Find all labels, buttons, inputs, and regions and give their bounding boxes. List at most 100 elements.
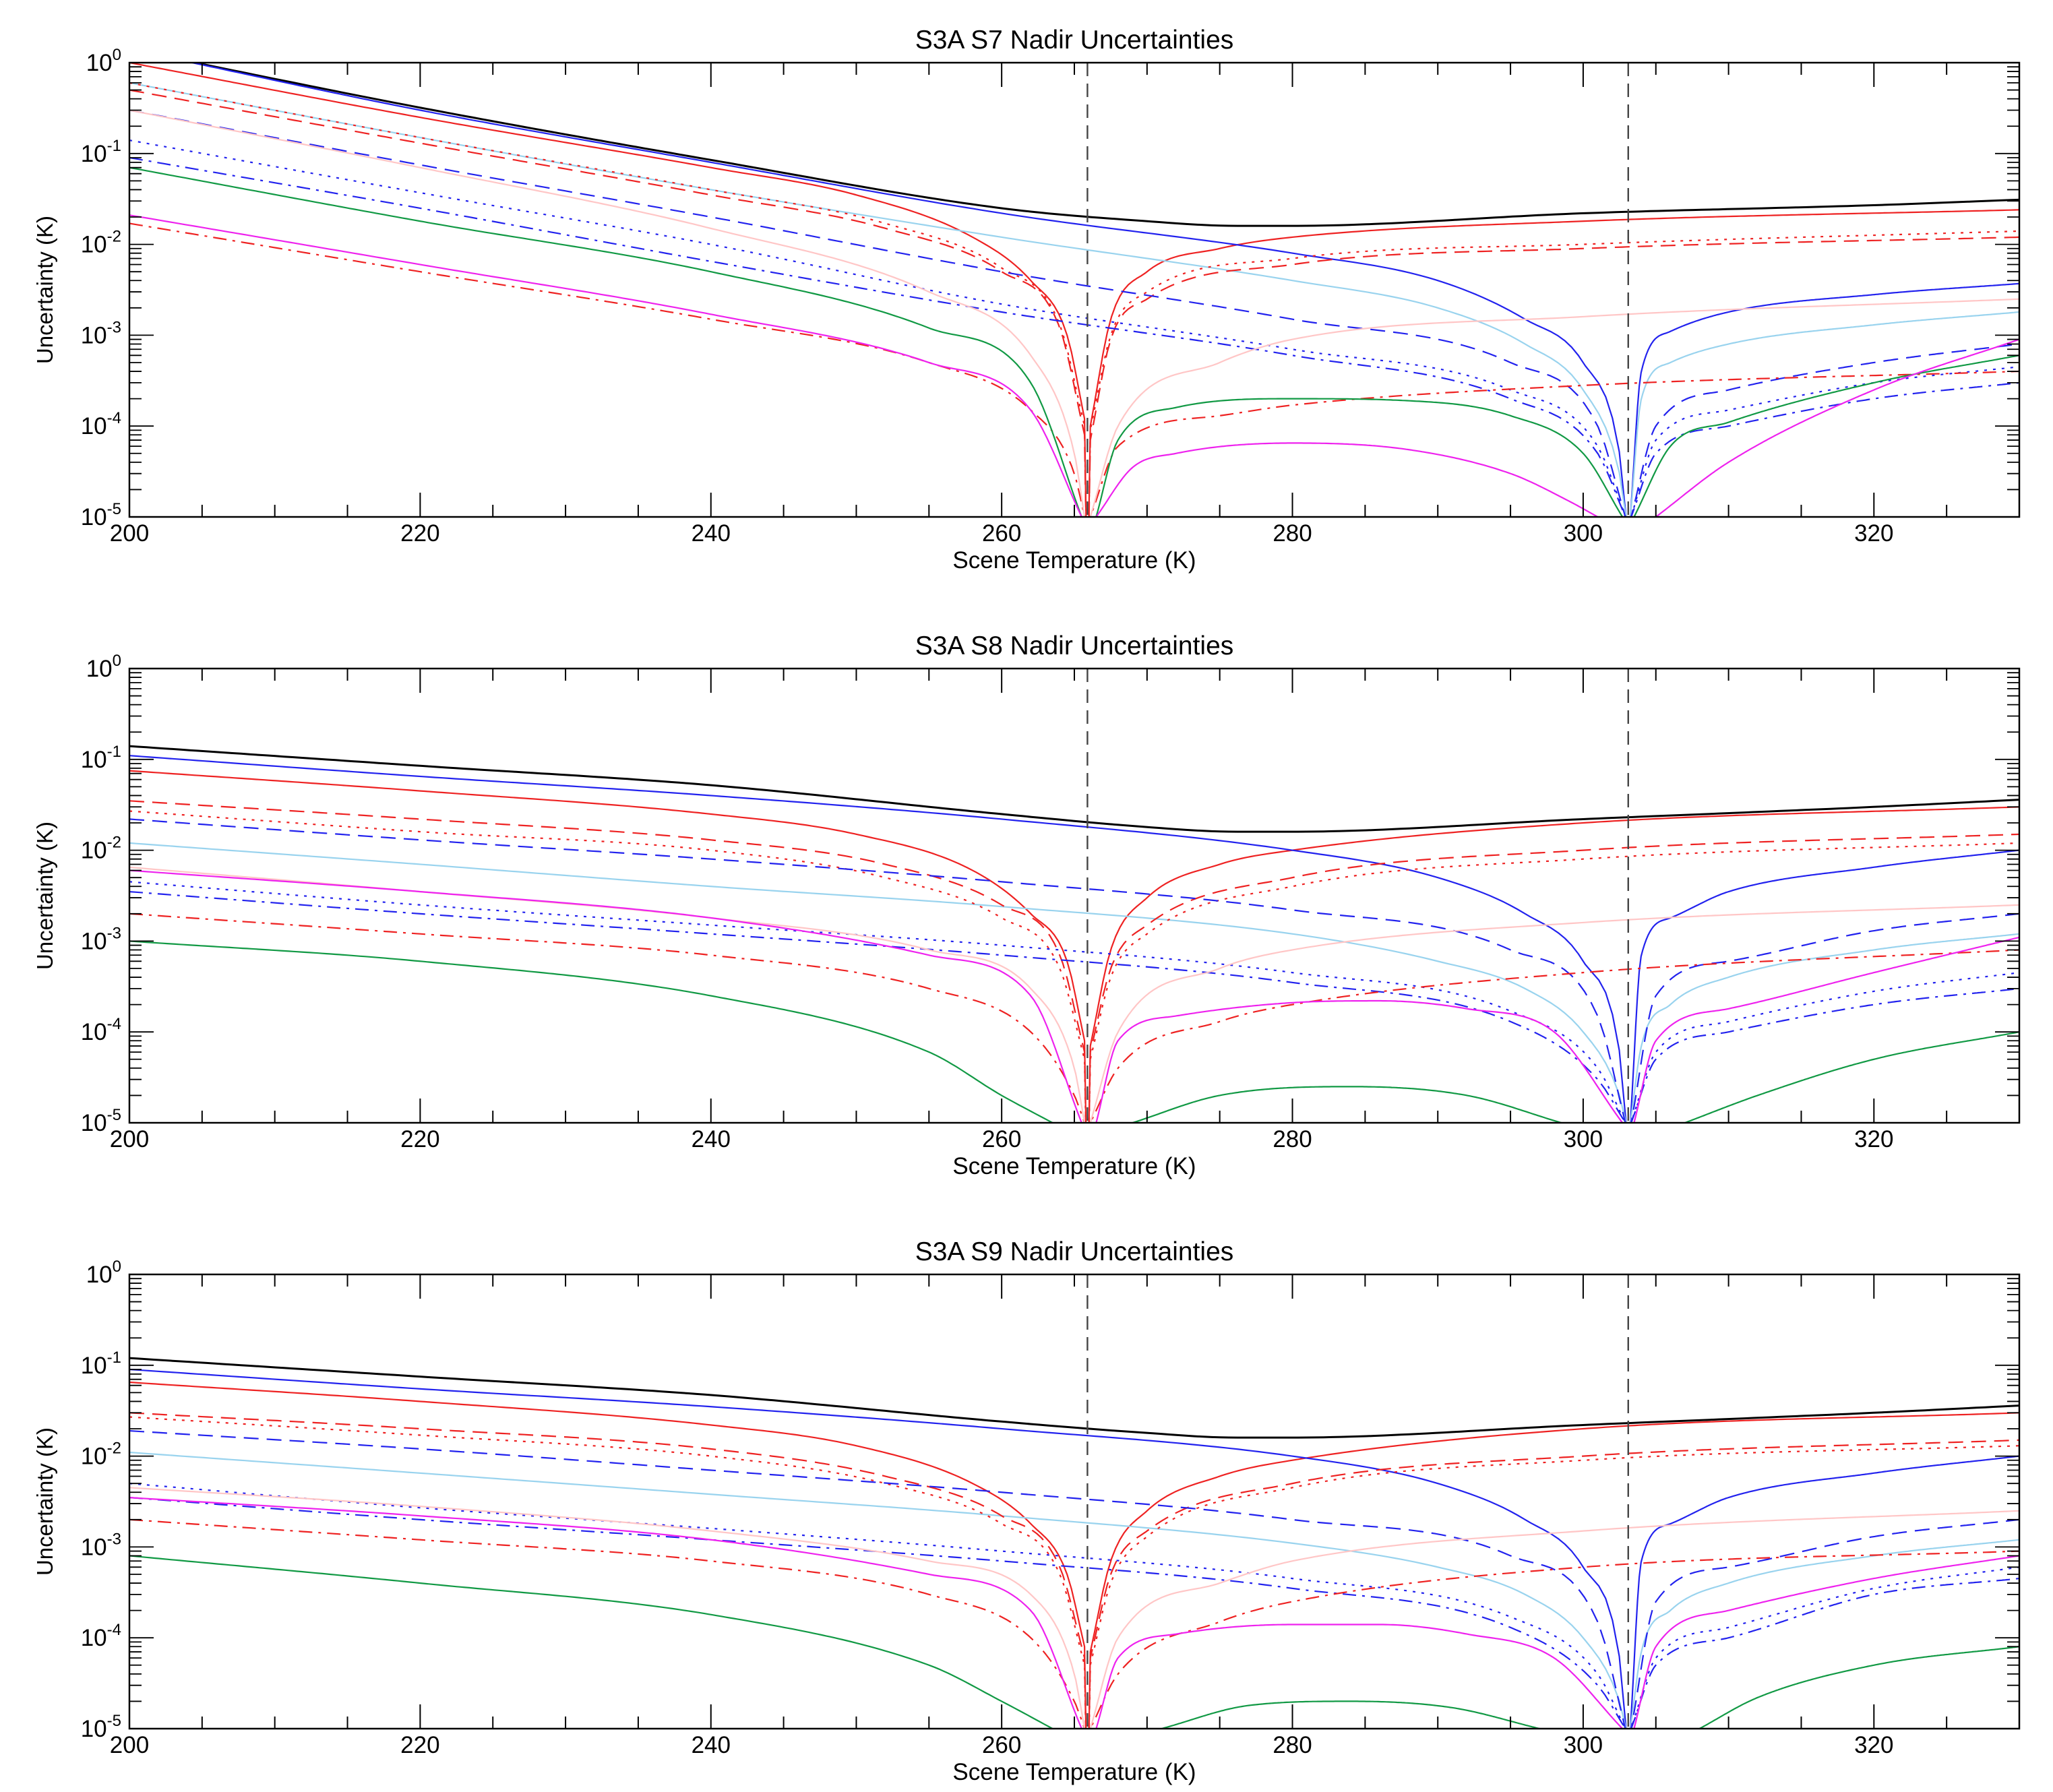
- series-group: [129, 1357, 2019, 1729]
- series-line: [129, 109, 2019, 517]
- series-line: [129, 940, 1053, 1123]
- series-line: [129, 1483, 2019, 1729]
- y-tick-label: 10-1: [81, 743, 121, 773]
- x-axis-label: Scene Temperature (K): [952, 547, 1196, 574]
- series-line: [1655, 338, 2019, 517]
- series-line: [129, 166, 1082, 517]
- series-line: [129, 1555, 1053, 1729]
- x-tick-label: 240: [692, 1732, 731, 1758]
- y-tick-label: 10-2: [81, 834, 121, 864]
- y-tick-label: 10-5: [81, 1712, 121, 1742]
- y-axis-label: Uncertainty (K): [32, 216, 57, 364]
- series-line: [129, 63, 2019, 517]
- y-tick-label: 10-5: [81, 500, 121, 530]
- x-tick-label: 260: [982, 520, 1021, 547]
- x-axis-label: Scene Temperature (K): [952, 1153, 1196, 1179]
- series-line: [1684, 1031, 2019, 1123]
- y-tick-label: 10-1: [81, 137, 121, 167]
- series-line: [129, 755, 2019, 1123]
- series-line: [129, 1487, 2019, 1729]
- y-tick-label: 10-5: [81, 1106, 121, 1136]
- y-tick-label: 10-4: [81, 1621, 121, 1651]
- series-line: [129, 109, 2019, 517]
- x-tick-label: 220: [400, 1126, 439, 1152]
- series-line: [1132, 1086, 1562, 1123]
- x-tick-label: 280: [1273, 520, 1312, 547]
- series-line: [1095, 999, 1624, 1123]
- x-tick-label: 320: [1854, 520, 1893, 547]
- x-tick-label: 300: [1564, 1732, 1603, 1758]
- series-line: [129, 770, 2019, 1123]
- chart-title: S3A S7 Nadir Uncertainties: [915, 26, 1234, 55]
- series-line: [1095, 442, 1599, 517]
- y-tick-label: 100: [86, 652, 121, 682]
- chart-panel-2: S3A S8 Nadir Uncertainties Scene Temperat…: [32, 631, 2021, 1179]
- series-line: [129, 1497, 1082, 1729]
- chart-panel-3: S3A S9 Nadir Uncertainties Scene Temperat…: [32, 1237, 2021, 1785]
- series-group: [129, 745, 2019, 1123]
- x-tick-label: 320: [1854, 1732, 1893, 1758]
- series-line: [1095, 1624, 1623, 1729]
- x-tick-label: 300: [1564, 1126, 1603, 1152]
- x-tick-label: 280: [1273, 1126, 1312, 1152]
- series-line: [129, 869, 1082, 1123]
- series-line: [129, 913, 2019, 1123]
- x-tick-label: 240: [692, 1126, 731, 1152]
- y-tick-label: 10-3: [81, 924, 121, 954]
- x-tick-label: 300: [1564, 520, 1603, 547]
- series-line: [1633, 354, 2019, 517]
- x-tick-label: 220: [400, 1732, 439, 1758]
- x-tick-label: 260: [982, 1126, 1021, 1152]
- x-tick-label: 260: [982, 1732, 1021, 1758]
- series-line: [1633, 936, 2019, 1123]
- y-tick-label: 10-3: [81, 318, 121, 348]
- y-tick-label: 100: [86, 46, 121, 76]
- chart-title: S3A S8 Nadir Uncertainties: [915, 631, 1234, 660]
- series-line: [129, 1412, 2019, 1729]
- y-axis-label: Uncertainty (K): [32, 1427, 57, 1576]
- y-tick-label: 10-2: [81, 228, 121, 258]
- chart-panel-1: S3A S7 Nadir Uncertainties Scene Temperat…: [32, 26, 2021, 574]
- series-line: [129, 1368, 2019, 1729]
- series-line: [1698, 1646, 2019, 1729]
- x-tick-label: 220: [400, 520, 439, 547]
- y-tick-label: 10-1: [81, 1349, 121, 1379]
- series-line: [129, 82, 2019, 517]
- x-tick-label: 200: [110, 520, 149, 547]
- series-line: [129, 214, 1082, 517]
- series-line: [129, 89, 2019, 517]
- series-line: [190, 63, 2019, 227]
- y-tick-label: 10-3: [81, 1530, 121, 1560]
- y-axis-label: Uncertainty (K): [32, 822, 57, 970]
- plot-frame: [128, 1273, 2021, 1730]
- series-line: [188, 63, 2019, 517]
- x-tick-label: 320: [1854, 1126, 1893, 1152]
- x-tick-label: 240: [692, 520, 731, 547]
- y-tick-label: 100: [86, 1258, 121, 1288]
- series-line: [129, 745, 2019, 833]
- chart-title: S3A S9 Nadir Uncertainties: [915, 1237, 1234, 1266]
- y-tick-label: 10-4: [81, 1015, 121, 1045]
- series-line: [129, 156, 2019, 517]
- y-tick-label: 10-2: [81, 1440, 121, 1470]
- series-line: [129, 1451, 2019, 1729]
- plot-frame: [128, 61, 2021, 518]
- series-line: [129, 1518, 2019, 1729]
- series-line: [129, 891, 2019, 1123]
- x-tick-label: 280: [1273, 1732, 1312, 1758]
- series-line: [129, 1357, 2019, 1439]
- x-axis-label: Scene Temperature (K): [952, 1759, 1196, 1785]
- series-line: [1095, 398, 1624, 517]
- series-line: [1633, 1555, 2019, 1729]
- series-line: [1161, 1700, 1540, 1729]
- x-tick-label: 200: [110, 1126, 149, 1152]
- x-tick-label: 200: [110, 1732, 149, 1758]
- series-line: [129, 842, 2019, 1123]
- series-line: [129, 1497, 2019, 1729]
- series-line: [129, 222, 2019, 517]
- series-line: [129, 1381, 2019, 1729]
- series-group: [129, 63, 2019, 517]
- plot-frame: [128, 667, 2021, 1124]
